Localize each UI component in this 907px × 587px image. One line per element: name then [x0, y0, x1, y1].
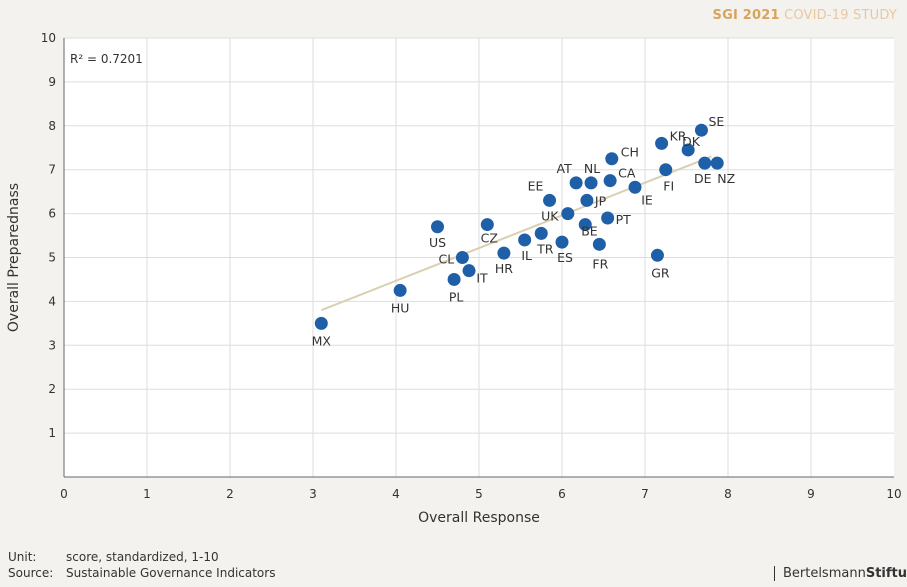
point-label-nl: NL	[584, 161, 600, 176]
point-label-uk: UK	[541, 209, 559, 224]
data-point-es	[555, 235, 569, 249]
source-key: Source:	[8, 566, 54, 580]
point-label-cz: CZ	[481, 231, 498, 246]
data-point-se	[694, 123, 708, 137]
point-label-at: AT	[557, 161, 573, 176]
point-label-tr: TR	[536, 241, 554, 256]
scatter-chart: 0 1 2 3 4 5 6 7 8 9 10 1 2 3 4 5 6 7 8 9 10 Overall Response O…	[6, 31, 902, 526]
x-tick-label: 0	[60, 487, 68, 501]
data-point-ch	[605, 152, 619, 166]
point-label-ee: EE	[528, 178, 544, 193]
point-label-fr: FR	[592, 256, 608, 271]
data-point-nl	[584, 176, 598, 190]
study-series: SGI 2021	[712, 8, 780, 23]
unit-value: score, standardized, 1-10	[66, 550, 219, 564]
x-tick-label: 7	[641, 487, 649, 501]
data-point-it	[462, 264, 476, 278]
point-label-ie: IE	[641, 192, 653, 207]
data-point-fr	[592, 237, 606, 251]
brand-logo: BertelsmannStiftu	[773, 566, 907, 581]
point-label-fi: FI	[663, 179, 674, 194]
y-tick-label: 5	[48, 251, 56, 265]
point-label-mx: MX	[312, 333, 332, 348]
y-tick-label: 10	[41, 31, 56, 45]
data-point-be	[578, 218, 592, 232]
point-label-cl: CL	[439, 252, 455, 267]
data-point-uk	[561, 207, 575, 221]
y-tick-label: 1	[48, 426, 56, 440]
point-label-ch: CH	[621, 145, 639, 160]
y-tick-label: 3	[48, 338, 56, 352]
data-point-cl	[455, 251, 469, 264]
data-point-hu	[393, 283, 407, 297]
x-tick-label: 9	[807, 487, 815, 501]
point-label-us: US	[429, 235, 446, 250]
data-point-pt	[601, 211, 615, 225]
data-point-dk	[681, 143, 695, 157]
brand-part-1: Bertelsmann	[782, 566, 866, 581]
x-tick-label: 6	[558, 487, 566, 501]
data-point-cz	[480, 218, 494, 232]
data-point-gr	[650, 248, 664, 262]
data-point-pl	[447, 272, 461, 286]
chart-footer: Unit: score, standardized, 1-10 Source: Su…	[8, 549, 275, 581]
brand-part-2: Stiftu	[865, 566, 907, 581]
data-point-de	[698, 156, 712, 170]
point-label-pl: PL	[449, 289, 464, 304]
point-label-hr: HR	[495, 261, 513, 276]
point-label-pt: PT	[616, 212, 632, 227]
data-point-il	[518, 233, 532, 247]
unit-line: Unit: score, standardized, 1-10	[8, 549, 275, 565]
data-point-hr	[497, 246, 511, 260]
data-point-at	[569, 176, 583, 190]
x-tick-label: 2	[226, 487, 234, 501]
y-tick-label: 8	[48, 119, 56, 133]
data-point-fi	[659, 163, 673, 177]
data-point-mx	[314, 316, 328, 330]
point-label-hu: HU	[391, 300, 410, 315]
data-point-ca	[603, 174, 617, 188]
y-tick-label: 6	[48, 207, 56, 221]
source-line: Source: Sustainable Governance Indicators	[8, 565, 275, 581]
point-label-il: IL	[521, 248, 532, 263]
point-label-de: DE	[694, 171, 712, 186]
data-point-ie	[628, 180, 642, 194]
data-point-ee	[543, 193, 557, 207]
r-squared-annotation: R² = 0.7201	[70, 52, 143, 66]
x-tick-label: 1	[143, 487, 151, 501]
x-tick-label: 5	[475, 487, 483, 501]
point-label-gr: GR	[651, 265, 670, 280]
point-label-kr: KR	[670, 128, 687, 143]
y-axis-title: Overall Preparednass	[6, 183, 22, 332]
point-label-es: ES	[557, 250, 573, 265]
data-point-tr	[534, 226, 548, 240]
point-label-dk: DK	[682, 134, 701, 149]
y-tick-label: 2	[48, 382, 56, 396]
unit-key: Unit:	[8, 550, 37, 564]
x-tick-label: 10	[886, 487, 901, 501]
y-tick-label: 4	[48, 294, 56, 308]
x-tick-label: 4	[392, 487, 400, 501]
trendline	[320, 155, 712, 312]
data-point-us	[431, 220, 444, 234]
x-axis-title: Overall Response	[418, 510, 540, 526]
y-tick-label: 7	[48, 163, 56, 177]
data-point-nz	[710, 156, 724, 170]
point-label-ca: CA	[618, 166, 636, 181]
point-label-be: BE	[581, 224, 598, 239]
point-label-jp: JP	[594, 193, 607, 208]
source-value: Sustainable Governance Indicators	[66, 566, 276, 580]
y-tick-label: 9	[48, 75, 56, 89]
point-label-se: SE	[708, 114, 724, 129]
point-label-it: IT	[476, 271, 488, 286]
study-title: COVID-19 STUDY	[784, 8, 897, 23]
data-point-kr	[655, 136, 669, 150]
point-label-nz: NZ	[717, 171, 735, 186]
study-badge: SGI 2021 COVID-19 STUDY	[713, 8, 897, 23]
data-point-jp	[580, 193, 594, 207]
x-tick-label: 8	[724, 487, 732, 501]
x-tick-label: 3	[309, 487, 317, 501]
